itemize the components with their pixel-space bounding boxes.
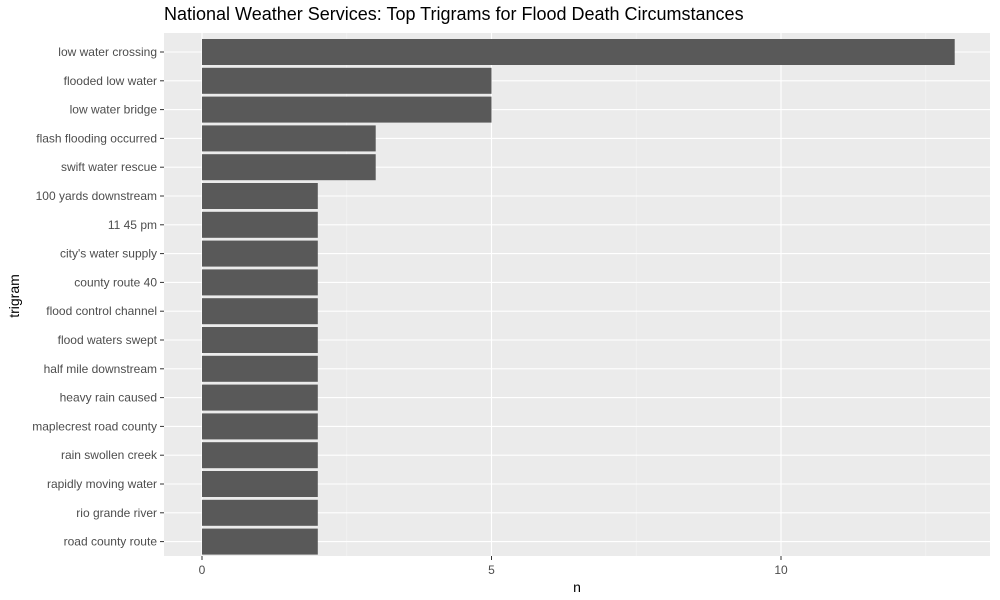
y-tick-label: 100 yards downstream: [36, 189, 157, 203]
bar: [202, 471, 318, 497]
bar: [202, 183, 318, 209]
bar: [202, 528, 318, 555]
y-tick-label: swift water rescue: [61, 160, 157, 174]
y-tick-label: 11 45 pm: [108, 218, 157, 232]
bar: [202, 67, 492, 94]
y-tick-label: flood control channel: [46, 304, 157, 318]
y-tick-label: rapidly moving water: [47, 477, 157, 491]
y-tick-label: half mile downstream: [44, 362, 157, 376]
bar: [202, 327, 318, 353]
bar: [202, 240, 318, 267]
x-tick-label: 5: [488, 563, 495, 577]
y-tick-label: city's water supply: [60, 247, 157, 261]
y-tick-label: flooded low water: [64, 74, 157, 88]
y-tick-label: low water bridge: [70, 103, 158, 117]
y-tick-label: county route 40: [74, 275, 157, 289]
bar: [202, 39, 955, 65]
bar: [202, 269, 318, 296]
y-tick-label: maplecrest road county: [32, 419, 157, 433]
bar: [202, 154, 376, 181]
bars: [202, 39, 955, 555]
bar: [202, 499, 318, 526]
bar: [202, 298, 318, 325]
bar: [202, 413, 318, 440]
bar: [202, 355, 318, 382]
bar: [202, 211, 318, 238]
bar: [202, 384, 318, 411]
x-tick-label: 10: [774, 563, 788, 577]
x-axis: 0 5 10: [199, 556, 788, 577]
y-tick-label: low water crossing: [58, 45, 157, 59]
y-axis: low water crossing flooded low water low w…: [32, 45, 164, 549]
y-tick-label: road county route: [64, 535, 158, 549]
y-tick-label: rain swollen creek: [61, 448, 158, 462]
x-tick-label: 0: [199, 563, 206, 577]
y-tick-label: heavy rain caused: [60, 391, 157, 405]
bar: [202, 442, 318, 469]
y-tick-label: flood waters swept: [58, 333, 158, 347]
x-axis-title: n: [573, 579, 581, 595]
bar: [202, 96, 492, 123]
y-tick-label: flash flooding occurred: [36, 131, 157, 145]
chart-title: National Weather Services: Top Trigrams …: [164, 4, 744, 24]
bar: [202, 125, 376, 152]
y-axis-title: trigram: [6, 274, 22, 318]
y-tick-label: rio grande river: [76, 506, 157, 520]
